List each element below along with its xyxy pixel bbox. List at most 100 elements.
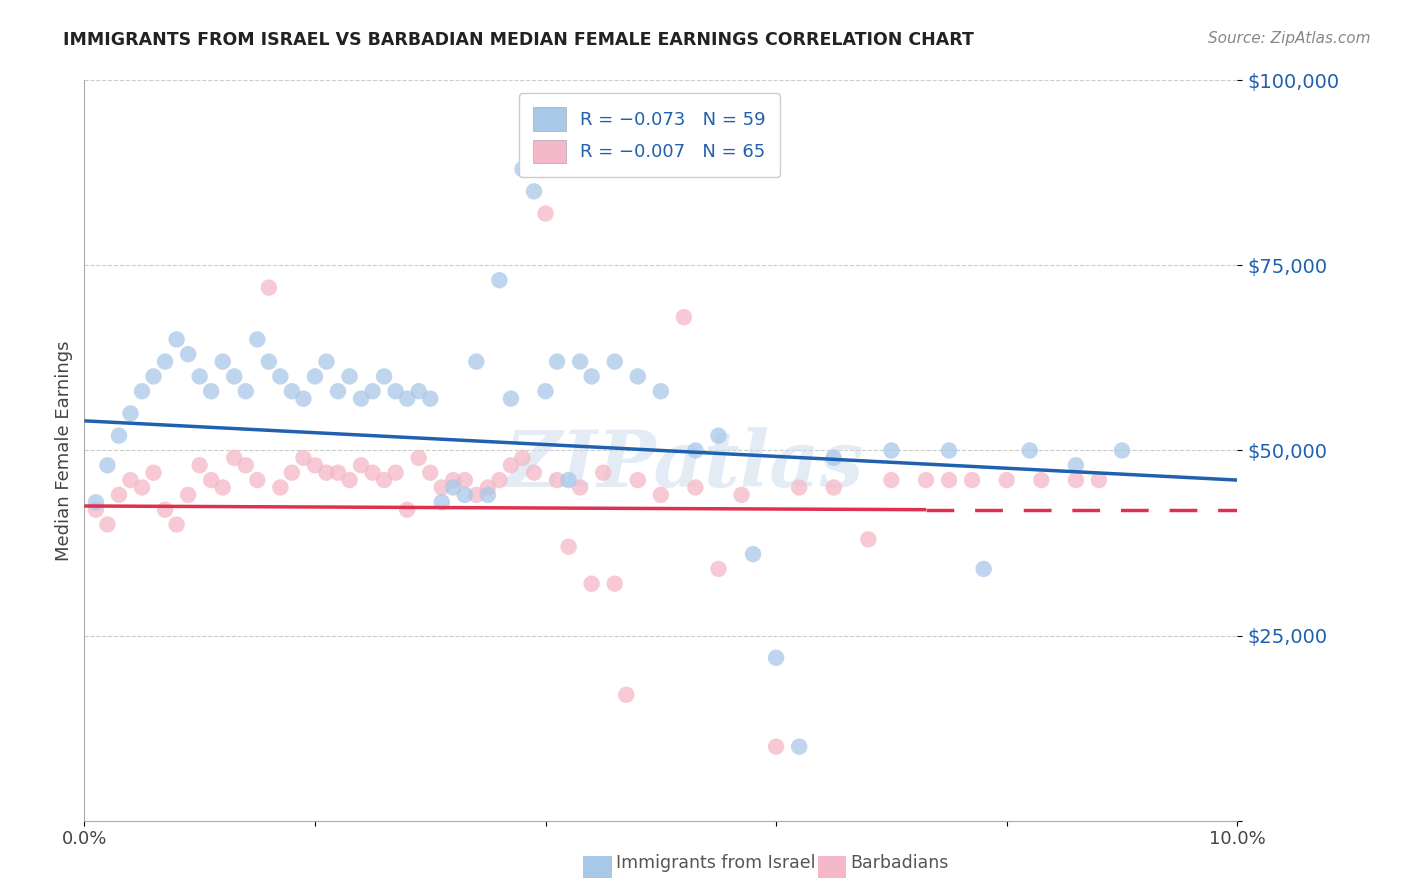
Point <box>315 466 337 480</box>
Point <box>281 384 304 399</box>
Point <box>557 540 579 554</box>
Point <box>339 369 361 384</box>
Point <box>292 450 315 465</box>
Point <box>499 458 522 473</box>
Point <box>707 562 730 576</box>
Point <box>477 488 499 502</box>
Point <box>224 369 246 384</box>
Point <box>166 517 188 532</box>
Point <box>1031 473 1053 487</box>
Point <box>685 480 707 494</box>
Point <box>153 502 176 516</box>
Point <box>512 450 534 465</box>
Point <box>177 488 200 502</box>
Point <box>419 466 441 480</box>
Point <box>787 480 810 494</box>
Point <box>96 517 118 532</box>
Point <box>200 473 222 487</box>
Point <box>685 443 707 458</box>
Point <box>224 450 246 465</box>
Point <box>430 480 453 494</box>
Point <box>373 473 395 487</box>
Point <box>419 392 441 406</box>
Point <box>534 384 557 399</box>
Point <box>650 488 672 502</box>
Point <box>880 443 903 458</box>
Point <box>546 354 568 368</box>
Point <box>454 488 477 502</box>
Point <box>880 473 903 487</box>
Text: ZIPatlas: ZIPatlas <box>505 427 863 503</box>
Point <box>142 466 165 480</box>
Point <box>292 392 315 406</box>
Point <box>269 369 291 384</box>
Point <box>973 562 995 576</box>
Point <box>441 480 464 494</box>
Point <box>384 384 406 399</box>
Point <box>523 466 546 480</box>
Point <box>408 384 430 399</box>
Point <box>614 688 637 702</box>
Point <box>1111 443 1133 458</box>
Point <box>120 473 142 487</box>
Point <box>603 576 626 591</box>
Point <box>512 162 534 177</box>
Point <box>235 458 257 473</box>
Point <box>84 502 107 516</box>
Point <box>488 473 510 487</box>
Point <box>592 466 614 480</box>
Point <box>546 473 568 487</box>
Point <box>211 480 233 494</box>
Point <box>627 473 650 487</box>
Point <box>257 280 280 294</box>
Point <box>326 466 349 480</box>
Point <box>120 407 142 421</box>
Point <box>488 273 510 287</box>
Point <box>995 473 1018 487</box>
Point <box>142 369 165 384</box>
Point <box>373 369 395 384</box>
Point <box>569 480 592 494</box>
Point <box>823 480 845 494</box>
Point <box>1064 458 1087 473</box>
Point <box>131 384 153 399</box>
Text: Barbadians: Barbadians <box>851 855 949 872</box>
Point <box>454 473 477 487</box>
Point <box>304 369 326 384</box>
Point <box>858 533 880 547</box>
Point <box>960 473 983 487</box>
Text: Immigrants from Israel: Immigrants from Israel <box>616 855 815 872</box>
Point <box>707 428 730 442</box>
Point <box>581 576 603 591</box>
Point <box>131 480 153 494</box>
Text: IMMIGRANTS FROM ISRAEL VS BARBADIAN MEDIAN FEMALE EARNINGS CORRELATION CHART: IMMIGRANTS FROM ISRAEL VS BARBADIAN MEDI… <box>63 31 974 49</box>
Point <box>177 347 200 361</box>
Point <box>523 184 546 198</box>
Point <box>350 458 373 473</box>
Point <box>339 473 361 487</box>
Point <box>672 310 695 325</box>
Point <box>153 354 176 368</box>
Point <box>315 354 337 368</box>
Point <box>361 466 384 480</box>
Point <box>557 473 579 487</box>
Text: Source: ZipAtlas.com: Source: ZipAtlas.com <box>1208 31 1371 46</box>
Point <box>108 488 131 502</box>
Point <box>534 206 557 220</box>
Point <box>396 502 419 516</box>
Point <box>188 458 211 473</box>
Point <box>304 458 326 473</box>
Point <box>742 547 765 561</box>
Point <box>235 384 257 399</box>
Point <box>465 488 488 502</box>
Point <box>211 354 233 368</box>
Point <box>465 354 488 368</box>
Legend: R = −0.073   N = 59, R = −0.007   N = 65: R = −0.073 N = 59, R = −0.007 N = 65 <box>519 93 780 178</box>
Point <box>281 466 304 480</box>
Point <box>1064 473 1087 487</box>
Point <box>430 495 453 509</box>
Point <box>765 739 787 754</box>
Point <box>108 428 131 442</box>
Point <box>627 369 650 384</box>
Point <box>200 384 222 399</box>
